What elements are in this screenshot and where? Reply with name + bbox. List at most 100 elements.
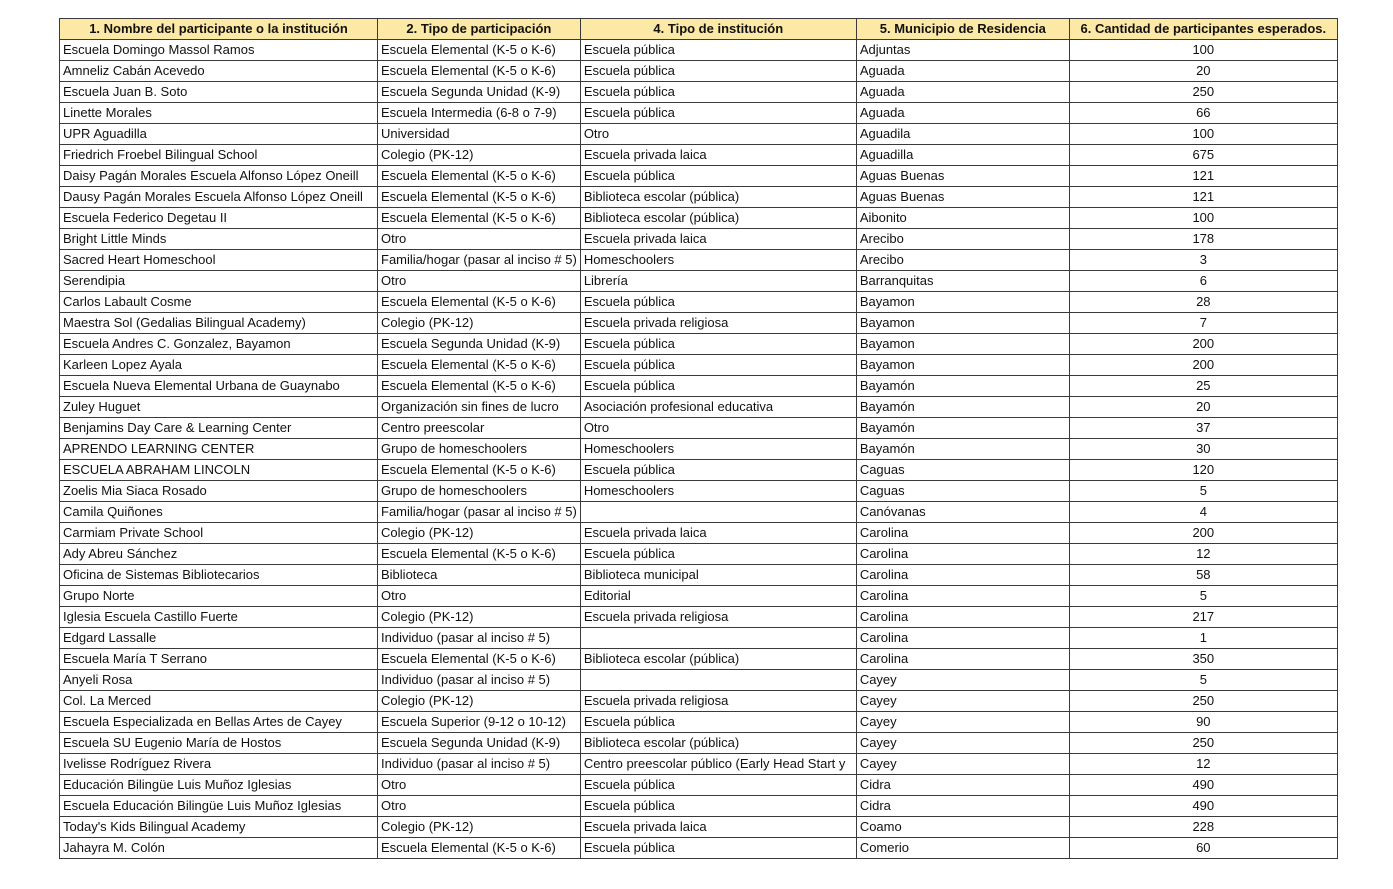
- cell-institution-type[interactable]: Homeschoolers: [579, 480, 857, 502]
- cell-name[interactable]: Escuela Nueva Elemental Urbana de Guayna…: [59, 375, 378, 397]
- cell-expected-participants[interactable]: 5: [1068, 669, 1338, 691]
- cell-name[interactable]: Oficina de Sistemas Bibliotecarios: [59, 564, 378, 586]
- cell-participation-type[interactable]: Familia/hogar (pasar al inciso # 5): [377, 249, 581, 271]
- cell-municipality[interactable]: Carolina: [855, 606, 1070, 628]
- cell-municipality[interactable]: Aguas Buenas: [855, 165, 1070, 187]
- cell-name[interactable]: Today's Kids Bilingual Academy: [59, 816, 378, 838]
- cell-institution-type[interactable]: Biblioteca escolar (pública): [579, 732, 857, 754]
- cell-municipality[interactable]: Carolina: [855, 627, 1070, 649]
- cell-name[interactable]: Edgard Lassalle: [59, 627, 378, 649]
- cell-name[interactable]: Dausy Pagán Morales Escuela Alfonso Lópe…: [59, 186, 378, 208]
- cell-participation-type[interactable]: Otro: [377, 228, 581, 250]
- cell-expected-participants[interactable]: 7: [1068, 312, 1338, 334]
- cell-expected-participants[interactable]: 120: [1068, 459, 1338, 481]
- cell-name[interactable]: Escuela María T Serrano: [59, 648, 378, 670]
- cell-expected-participants[interactable]: 28: [1068, 291, 1338, 313]
- cell-participation-type[interactable]: Escuela Elemental (K-5 o K-6): [377, 291, 581, 313]
- cell-institution-type[interactable]: Escuela pública: [579, 354, 857, 376]
- cell-name[interactable]: Escuela Andres C. Gonzalez, Bayamon: [59, 333, 378, 355]
- cell-expected-participants[interactable]: 350: [1068, 648, 1338, 670]
- cell-participation-type[interactable]: Escuela Elemental (K-5 o K-6): [377, 837, 581, 859]
- cell-participation-type[interactable]: Escuela Elemental (K-5 o K-6): [377, 186, 581, 208]
- cell-municipality[interactable]: Aguada: [855, 60, 1070, 82]
- cell-institution-type[interactable]: Escuela pública: [579, 774, 857, 796]
- cell-participation-type[interactable]: Colegio (PK-12): [377, 522, 581, 544]
- cell-participation-type[interactable]: Escuela Superior (9-12 o 10-12): [377, 711, 581, 733]
- cell-expected-participants[interactable]: 12: [1068, 543, 1338, 565]
- cell-participation-type[interactable]: Grupo de homeschoolers: [377, 438, 581, 460]
- cell-institution-type[interactable]: Escuela pública: [579, 375, 857, 397]
- cell-participation-type[interactable]: Colegio (PK-12): [377, 690, 581, 712]
- cell-expected-participants[interactable]: 228: [1068, 816, 1338, 838]
- cell-municipality[interactable]: Bayamón: [855, 417, 1070, 439]
- cell-institution-type[interactable]: Escuela privada religiosa: [579, 690, 857, 712]
- cell-expected-participants[interactable]: 490: [1068, 774, 1338, 796]
- cell-name[interactable]: Maestra Sol (Gedalias Bilingual Academy): [59, 312, 378, 334]
- cell-name[interactable]: Educación Bilingüe Luis Muñoz Iglesias: [59, 774, 378, 796]
- cell-institution-type[interactable]: Escuela privada laica: [579, 522, 857, 544]
- cell-institution-type[interactable]: Escuela privada religiosa: [579, 312, 857, 334]
- cell-expected-participants[interactable]: 200: [1068, 333, 1338, 355]
- cell-municipality[interactable]: Canóvanas: [855, 501, 1070, 523]
- cell-municipality[interactable]: Adjuntas: [855, 39, 1070, 61]
- cell-name[interactable]: Escuela SU Eugenio María de Hostos: [59, 732, 378, 754]
- cell-name[interactable]: Anyeli Rosa: [59, 669, 378, 691]
- cell-participation-type[interactable]: Escuela Elemental (K-5 o K-6): [377, 543, 581, 565]
- cell-name[interactable]: Zuley Huguet: [59, 396, 378, 418]
- cell-expected-participants[interactable]: 58: [1068, 564, 1338, 586]
- cell-municipality[interactable]: Barranquitas: [855, 270, 1070, 292]
- cell-name[interactable]: Escuela Juan B. Soto: [59, 81, 378, 103]
- cell-municipality[interactable]: Caguas: [855, 480, 1070, 502]
- cell-expected-participants[interactable]: 12: [1068, 753, 1338, 775]
- cell-expected-participants[interactable]: 121: [1068, 186, 1338, 208]
- cell-participation-type[interactable]: Universidad: [377, 123, 581, 145]
- cell-name[interactable]: Daisy Pagán Morales Escuela Alfonso Lópe…: [59, 165, 378, 187]
- cell-name[interactable]: Camila Quiñones: [59, 501, 378, 523]
- cell-institution-type[interactable]: Escuela privada laica: [579, 228, 857, 250]
- cell-participation-type[interactable]: Individuo (pasar al inciso # 5): [377, 669, 581, 691]
- cell-expected-participants[interactable]: 66: [1068, 102, 1338, 124]
- cell-municipality[interactable]: Carolina: [855, 564, 1070, 586]
- cell-expected-participants[interactable]: 200: [1068, 354, 1338, 376]
- cell-institution-type[interactable]: Escuela pública: [579, 291, 857, 313]
- cell-institution-type[interactable]: Homeschoolers: [579, 249, 857, 271]
- cell-municipality[interactable]: Cayey: [855, 669, 1070, 691]
- cell-name[interactable]: Escuela Educación Bilingüe Luis Muñoz Ig…: [59, 795, 378, 817]
- cell-name[interactable]: Zoelis Mia Siaca Rosado: [59, 480, 378, 502]
- cell-expected-participants[interactable]: 60: [1068, 837, 1338, 859]
- cell-institution-type[interactable]: Asociación profesional educativa: [579, 396, 857, 418]
- cell-participation-type[interactable]: Escuela Elemental (K-5 o K-6): [377, 459, 581, 481]
- cell-institution-type[interactable]: Escuela pública: [579, 81, 857, 103]
- cell-municipality[interactable]: Bayamon: [855, 291, 1070, 313]
- cell-participation-type[interactable]: Escuela Intermedia (6-8 o 7-9): [377, 102, 581, 124]
- cell-municipality[interactable]: Bayamón: [855, 396, 1070, 418]
- cell-municipality[interactable]: Bayamón: [855, 375, 1070, 397]
- cell-municipality[interactable]: Cidra: [855, 795, 1070, 817]
- cell-expected-participants[interactable]: 178: [1068, 228, 1338, 250]
- cell-institution-type[interactable]: Escuela pública: [579, 711, 857, 733]
- cell-municipality[interactable]: Bayamon: [855, 312, 1070, 334]
- cell-municipality[interactable]: Carolina: [855, 648, 1070, 670]
- cell-institution-type[interactable]: Homeschoolers: [579, 438, 857, 460]
- cell-institution-type[interactable]: Escuela pública: [579, 60, 857, 82]
- cell-municipality[interactable]: Comerio: [855, 837, 1070, 859]
- column-header-participation-type[interactable]: 2. Tipo de participación: [377, 18, 581, 40]
- cell-expected-participants[interactable]: 25: [1068, 375, 1338, 397]
- cell-institution-type[interactable]: Biblioteca municipal: [579, 564, 857, 586]
- cell-institution-type[interactable]: Escuela pública: [579, 39, 857, 61]
- cell-name[interactable]: Escuela Domingo Massol Ramos: [59, 39, 378, 61]
- cell-institution-type[interactable]: Otro: [579, 123, 857, 145]
- cell-institution-type[interactable]: Escuela privada religiosa: [579, 606, 857, 628]
- cell-institution-type[interactable]: [579, 669, 857, 691]
- cell-name[interactable]: Serendipia: [59, 270, 378, 292]
- cell-participation-type[interactable]: Colegio (PK-12): [377, 144, 581, 166]
- cell-name[interactable]: Jahayra M. Colón: [59, 837, 378, 859]
- cell-expected-participants[interactable]: 217: [1068, 606, 1338, 628]
- cell-name[interactable]: Sacred Heart Homeschool: [59, 249, 378, 271]
- cell-institution-type[interactable]: Centro preescolar público (Early Head St…: [579, 753, 857, 775]
- cell-participation-type[interactable]: Otro: [377, 585, 581, 607]
- cell-municipality[interactable]: Aguas Buenas: [855, 186, 1070, 208]
- cell-participation-type[interactable]: Escuela Segunda Unidad (K-9): [377, 333, 581, 355]
- cell-expected-participants[interactable]: 121: [1068, 165, 1338, 187]
- cell-municipality[interactable]: Bayamón: [855, 438, 1070, 460]
